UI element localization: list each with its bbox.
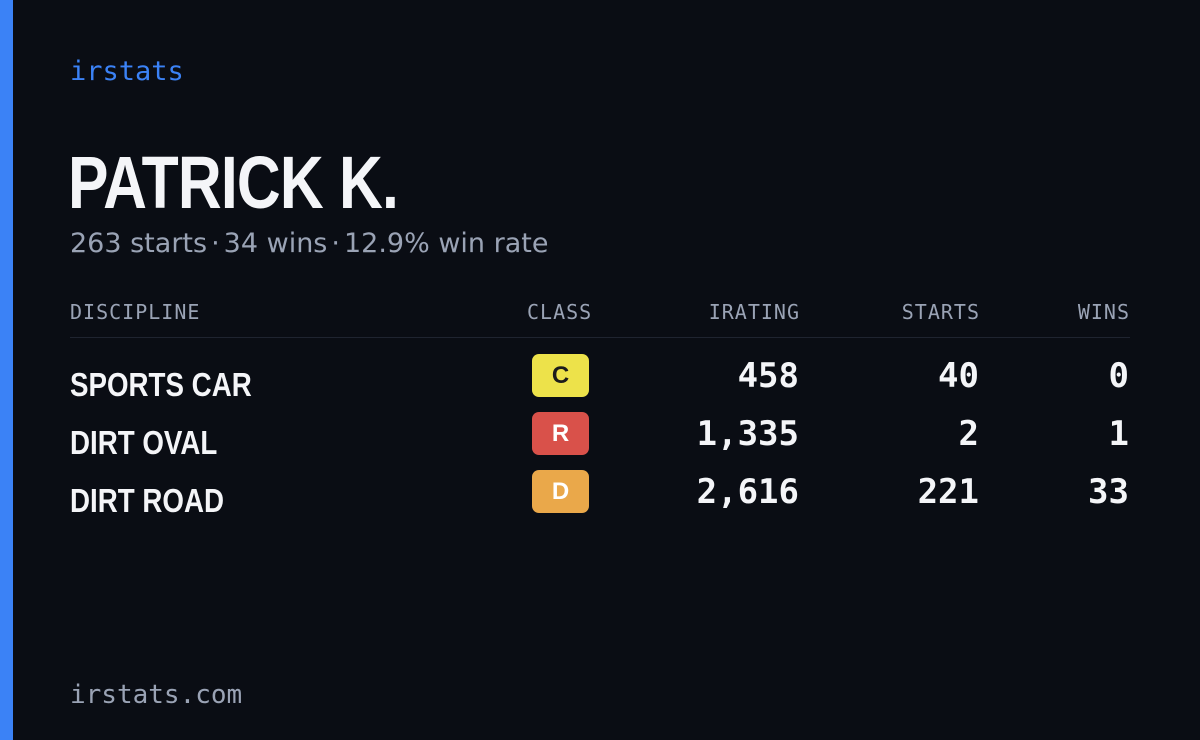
header-class: CLASS (527, 300, 593, 324)
starts-value: 221 (917, 472, 979, 512)
starts-value: 40 (938, 356, 979, 396)
irating-value: 458 (737, 356, 799, 396)
driver-name: PATRICK K. (68, 141, 399, 224)
class-badge: R (532, 412, 589, 455)
accent-bar (0, 0, 13, 740)
header-divider (70, 337, 1130, 338)
header-starts: STARTS (901, 300, 980, 324)
wins-value: 33 (1088, 472, 1129, 512)
wins-value: 1 (1108, 414, 1129, 454)
summary-win-rate: 12.9% win rate (343, 228, 549, 259)
table-row: DIRT OVAL R 1,335 2 1 (0, 412, 1200, 470)
class-badge: C (532, 354, 589, 397)
starts-value: 2 (958, 414, 979, 454)
footer-url: irstats.com (70, 680, 243, 710)
table-row: SPORTS CAR C 458 40 0 (0, 354, 1200, 412)
discipline-name: SPORTS CAR (70, 366, 252, 403)
discipline-name: DIRT ROAD (70, 482, 224, 519)
stats-summary: 263 starts · 34 wins · 12.9% win rate (70, 228, 548, 259)
class-badge: D (532, 470, 589, 513)
summary-separator: · (331, 228, 340, 259)
summary-wins: 34 wins (223, 228, 328, 259)
irating-value: 2,616 (696, 472, 799, 512)
brand-logo: irstats (70, 56, 184, 87)
irating-value: 1,335 (696, 414, 799, 454)
header-discipline: DISCIPLINE (70, 300, 201, 324)
summary-starts: 263 starts (70, 228, 208, 259)
wins-value: 0 (1108, 356, 1129, 396)
header-irating: IRATING (708, 300, 800, 324)
discipline-name: DIRT OVAL (70, 424, 218, 461)
summary-separator: · (211, 228, 220, 259)
table-row: DIRT ROAD D 2,616 221 33 (0, 470, 1200, 528)
header-wins: WINS (1077, 300, 1130, 324)
